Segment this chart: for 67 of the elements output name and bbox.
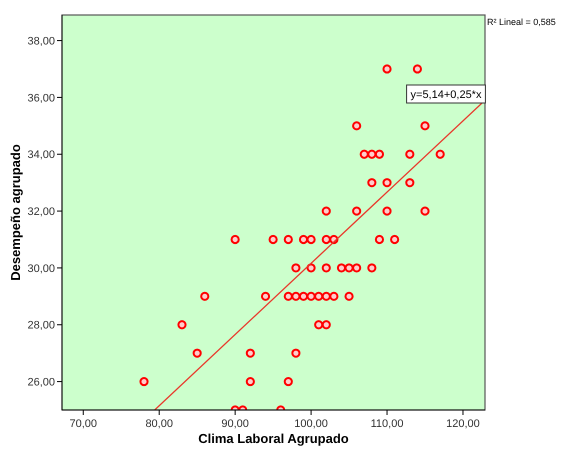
point (246, 348, 255, 358)
x-tick-label: 120,00 (446, 418, 480, 430)
point (177, 320, 187, 330)
point (382, 178, 392, 188)
point (336, 263, 346, 272)
point (374, 234, 384, 244)
y-tick-label: 30,00 (27, 262, 55, 275)
point (260, 292, 270, 301)
y-tick-label: 26,00 (27, 376, 55, 389)
x-tick-label: 110,00 (370, 418, 404, 430)
point (420, 121, 430, 130)
annotation: y=5,14+0,25*x (410, 89, 482, 101)
point (405, 178, 414, 188)
point (390, 234, 400, 244)
point (405, 150, 414, 159)
point (284, 377, 293, 386)
y-tick-label: 38,00 (27, 36, 55, 48)
point (284, 234, 293, 244)
point (420, 206, 430, 216)
y-axis-title: Desempeño agrupado (8, 144, 23, 281)
point (329, 292, 338, 301)
point (291, 348, 300, 358)
point (306, 234, 316, 244)
point (230, 234, 240, 244)
point (367, 178, 376, 188)
point (352, 206, 362, 216)
point (344, 263, 354, 272)
point (322, 234, 331, 244)
point (322, 206, 331, 216)
point (200, 292, 210, 301)
point (382, 206, 392, 216)
point (367, 263, 376, 272)
point (352, 263, 362, 272)
point (322, 263, 331, 272)
point (284, 292, 293, 301)
point (344, 292, 354, 301)
point (246, 377, 255, 386)
y-tick-label: 34,00 (27, 149, 55, 162)
point (352, 121, 362, 130)
x-axis-title: Clima Laboral Agrupado (198, 431, 349, 446)
point (306, 263, 316, 272)
x-tick-label: 90,00 (221, 418, 249, 430)
point (314, 292, 324, 301)
point (306, 292, 316, 301)
point (360, 150, 369, 159)
point (298, 292, 308, 301)
point (382, 64, 392, 74)
point (192, 348, 202, 358)
point (322, 292, 331, 301)
point (322, 320, 331, 330)
y-tick-label: 28,00 (27, 320, 55, 332)
point (139, 377, 149, 386)
x-tick-label: 100,00 (294, 418, 328, 430)
point (291, 263, 300, 272)
point (367, 150, 376, 159)
point (268, 234, 278, 244)
point (314, 320, 324, 330)
text: R² Lineal = 0,585 (487, 17, 556, 27)
point (374, 150, 384, 159)
point (291, 292, 300, 301)
point (436, 150, 445, 159)
point (298, 234, 308, 244)
y-tick-label: 32,00 (27, 206, 55, 218)
point (412, 64, 422, 74)
x-tick-label: 70,00 (70, 418, 98, 430)
x-tick-label: 80,00 (145, 418, 173, 430)
y-tick-label: 36,00 (27, 92, 55, 104)
